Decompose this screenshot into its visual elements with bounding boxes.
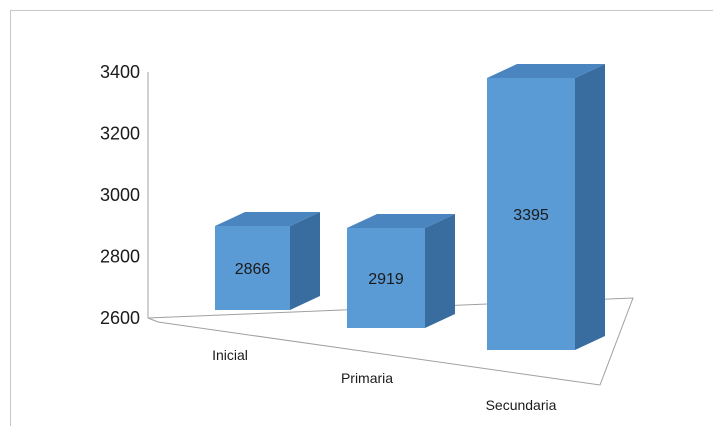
y-axis-ticks: 2600 2800 3000 3200 3400 <box>100 62 140 328</box>
category-label: Secundaria <box>486 397 557 413</box>
y-tick-label: 3000 <box>100 185 140 205</box>
category-label: Inicial <box>212 347 248 363</box>
bar-front-face <box>215 226 290 310</box>
bar-top-face <box>215 212 320 226</box>
y-tick-label: 3200 <box>100 124 140 144</box>
bar <box>215 212 320 310</box>
bar-front-face <box>487 78 575 350</box>
bar <box>347 214 455 328</box>
bars: 2866 2919 3395 <box>215 64 605 350</box>
bar-front-face <box>347 228 425 328</box>
floor-plane <box>147 297 634 386</box>
bar-top-face <box>347 214 455 228</box>
category-labels: Inicial Primaria Secundaria <box>212 347 557 413</box>
y-tick-label: 2800 <box>100 247 140 267</box>
axes <box>147 72 634 386</box>
y-tick-label: 2600 <box>100 308 140 328</box>
bar-side-face <box>425 214 455 328</box>
data-label: 2866 <box>235 261 271 278</box>
category-label: Primaria <box>341 370 393 386</box>
bar-side-face <box>290 212 320 310</box>
bar-top-face <box>487 64 605 78</box>
data-label: 3395 <box>513 207 549 224</box>
y-tick-label: 3400 <box>100 62 140 82</box>
bar-side-face <box>575 64 605 350</box>
bar <box>487 64 605 350</box>
data-label: 2919 <box>368 271 404 288</box>
